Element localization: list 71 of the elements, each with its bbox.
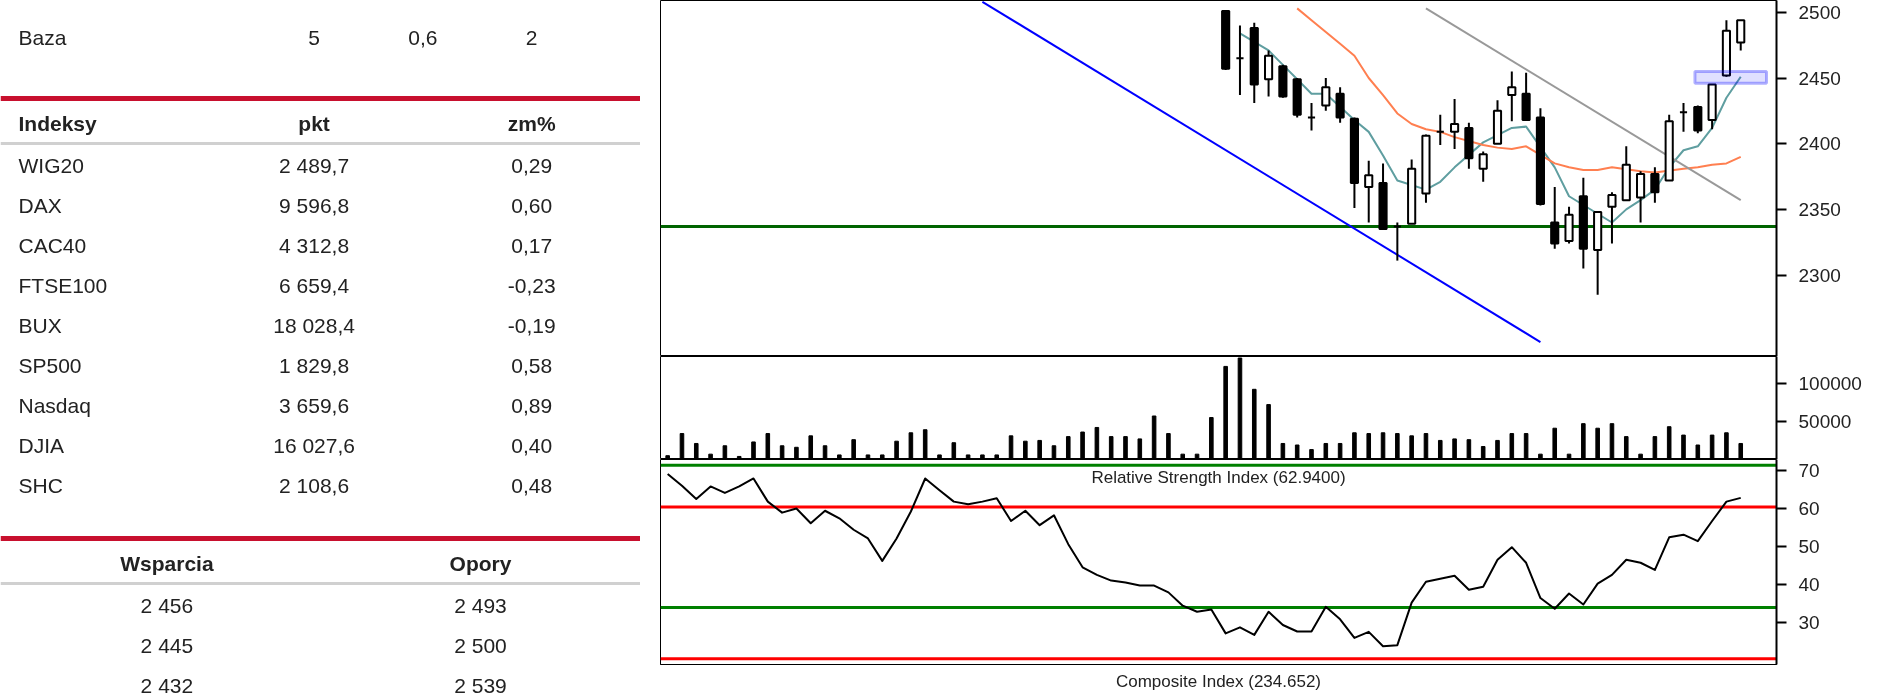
text: 2 489,7 xyxy=(279,154,350,177)
text: 9 596,8 xyxy=(279,194,350,217)
text: 2 493 xyxy=(454,594,507,617)
text: 2 108,6 xyxy=(279,474,350,497)
text: -0,19 xyxy=(507,313,556,337)
y-tick-label: 50 xyxy=(1798,536,1820,558)
candlestick xyxy=(1607,191,1617,245)
y-tick-label: 2350 xyxy=(1798,198,1841,220)
category-label: Indeksy xyxy=(18,112,98,135)
text: 3 659,6 xyxy=(279,394,350,417)
candlestick xyxy=(1321,77,1331,112)
text: 0,58 xyxy=(511,353,553,377)
text: SHC xyxy=(18,474,63,497)
text: DAX xyxy=(18,194,62,217)
line-series xyxy=(666,472,1742,648)
candlestick xyxy=(1364,159,1374,224)
text: BUX xyxy=(18,314,62,337)
candlestick xyxy=(1450,98,1460,150)
text: 2 500 xyxy=(454,634,507,657)
text: 2 456 xyxy=(140,594,194,617)
text: 2 539 xyxy=(454,674,507,697)
text: FTSE100 xyxy=(18,274,108,297)
text: 4 312,8 xyxy=(279,234,350,257)
candlestick xyxy=(1550,186,1560,250)
text: 0,40 xyxy=(511,433,553,457)
text: Composite Index (234.652) xyxy=(1115,671,1322,691)
candlestick xyxy=(1264,49,1274,98)
text: Baza xyxy=(18,26,67,49)
candlestick xyxy=(1335,86,1345,124)
text: 2 432 xyxy=(140,674,194,697)
text: WIG20 xyxy=(18,154,84,177)
category-label: Wsparcia xyxy=(120,552,214,575)
candlestick xyxy=(1693,104,1703,135)
y-tick-label: 2300 xyxy=(1798,264,1841,286)
text: 5 xyxy=(308,25,320,49)
text: SP500 xyxy=(18,354,82,377)
annotation: Relative Strength Index (62.9400) xyxy=(1091,467,1346,487)
y-tick-label: 60 xyxy=(1798,498,1820,520)
text: 0,17 xyxy=(511,233,553,257)
text: Nasdaq xyxy=(18,394,91,417)
category-label: zm% xyxy=(507,112,556,135)
category-label: pkt xyxy=(298,112,330,135)
y-tick-label: 2400 xyxy=(1798,133,1841,155)
text: 18 028,4 xyxy=(273,314,356,337)
text: 2 xyxy=(525,25,538,49)
y-tick-label: 2500 xyxy=(1798,1,1841,23)
text: CAC40 xyxy=(18,234,87,257)
candlestick xyxy=(1736,19,1746,52)
y-tick-label: 30 xyxy=(1798,612,1820,634)
y-tick-label: 100000 xyxy=(1798,372,1862,394)
candlestick xyxy=(1478,150,1488,183)
text: 16 027,6 xyxy=(273,434,355,457)
y-tick-label: 70 xyxy=(1798,460,1820,482)
text: 2 445 xyxy=(140,634,194,657)
candlestick xyxy=(1507,70,1517,123)
text: 0,48 xyxy=(511,473,553,497)
text: 0,29 xyxy=(511,153,553,177)
category-label: Opory xyxy=(449,552,512,575)
text: 0,60 xyxy=(511,193,553,217)
line-series xyxy=(1238,32,1742,224)
candlestick xyxy=(1636,170,1646,224)
text: 1 829,8 xyxy=(279,354,350,377)
y-tick-label: 2450 xyxy=(1798,67,1841,89)
text: 0,89 xyxy=(511,393,553,417)
text: -0,23 xyxy=(507,273,556,297)
candlestick xyxy=(1650,166,1660,204)
text: DJIA xyxy=(18,434,65,457)
y-tick-label: 40 xyxy=(1798,574,1820,596)
text: 6 659,4 xyxy=(279,274,350,297)
text: 0,6 xyxy=(408,25,438,49)
y-tick-label: 50000 xyxy=(1798,410,1852,432)
